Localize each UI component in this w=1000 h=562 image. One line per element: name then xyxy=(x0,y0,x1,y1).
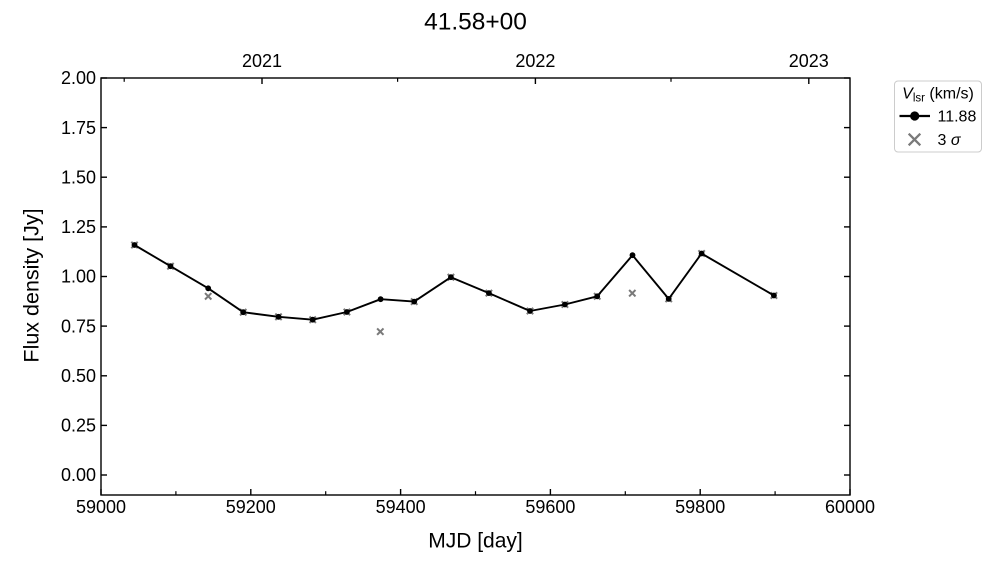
svg-text:1.75: 1.75 xyxy=(61,118,96,138)
svg-text:MJD [day]: MJD [day] xyxy=(428,530,523,553)
svg-text:2.00: 2.00 xyxy=(61,68,96,88)
svg-text:59400: 59400 xyxy=(376,497,426,517)
svg-text:41.58+00: 41.58+00 xyxy=(424,9,527,36)
svg-text:59200: 59200 xyxy=(226,497,276,517)
svg-text:3 σ: 3 σ xyxy=(938,132,962,149)
svg-text:Flux density [Jy]: Flux density [Jy] xyxy=(20,208,44,362)
svg-text:59600: 59600 xyxy=(525,497,575,517)
svg-text:2021: 2021 xyxy=(242,51,282,71)
svg-text:1.00: 1.00 xyxy=(61,267,96,287)
svg-text:1.25: 1.25 xyxy=(61,217,96,237)
svg-text:1.50: 1.50 xyxy=(61,167,96,187)
svg-text:59000: 59000 xyxy=(76,497,126,517)
svg-text:Vlsr (km/s): Vlsr (km/s) xyxy=(902,86,974,105)
svg-text:0.75: 0.75 xyxy=(61,316,96,336)
svg-text:0.00: 0.00 xyxy=(61,465,96,485)
svg-text:0.50: 0.50 xyxy=(61,366,96,386)
svg-text:11.88: 11.88 xyxy=(938,109,977,126)
svg-text:0.25: 0.25 xyxy=(61,416,96,436)
svg-text:2022: 2022 xyxy=(515,51,555,71)
svg-text:60000: 60000 xyxy=(825,497,875,517)
svg-text:59800: 59800 xyxy=(675,497,725,517)
svg-text:2023: 2023 xyxy=(789,51,829,71)
